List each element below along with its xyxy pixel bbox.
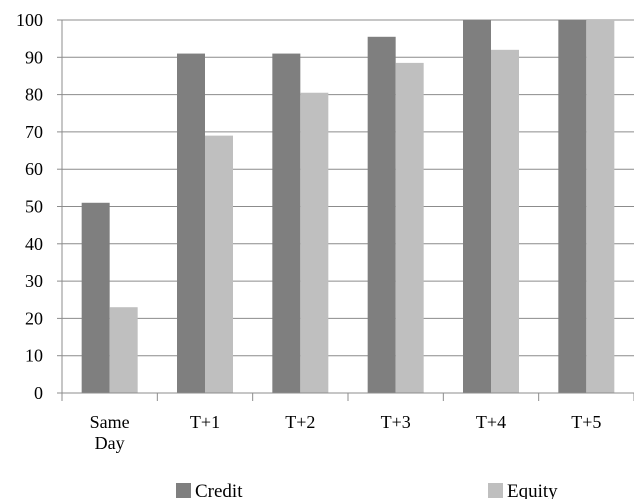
y-tick-label: 70 bbox=[25, 122, 43, 142]
bar-credit-4 bbox=[463, 20, 491, 393]
y-tick-label: 40 bbox=[25, 234, 43, 254]
y-tick-label: 90 bbox=[25, 47, 43, 67]
bar-credit-5 bbox=[558, 20, 587, 393]
y-tick-label: 0 bbox=[34, 383, 43, 403]
y-tick-label: 100 bbox=[16, 10, 43, 30]
bar-credit-2 bbox=[272, 53, 301, 393]
y-tick-label: 50 bbox=[25, 197, 43, 217]
bar-credit-3 bbox=[367, 36, 396, 393]
legend-label-equity: Equity bbox=[507, 481, 558, 499]
bars bbox=[81, 20, 615, 394]
y-axis-tick-labels: 0 10 20 30 40 50 60 70 80 90 100 bbox=[16, 10, 43, 403]
y-tick-label: 30 bbox=[25, 271, 43, 291]
y-tick-label: 60 bbox=[25, 159, 43, 179]
x-tick-label: T+4 bbox=[476, 412, 506, 432]
bar-equity-5 bbox=[586, 20, 615, 393]
bar-equity-3 bbox=[395, 62, 424, 394]
legend-swatch-equity bbox=[488, 483, 503, 498]
x-tick-label: T+3 bbox=[381, 412, 411, 432]
y-tick-label: 20 bbox=[25, 308, 43, 328]
bar-equity-2 bbox=[300, 92, 329, 394]
x-axis-tick-labels: Same Day T+1 T+2 T+3 T+4 T+5 bbox=[90, 412, 602, 453]
bar-equity-1 bbox=[205, 135, 233, 393]
bar-equity-0 bbox=[109, 307, 138, 393]
legend-label-credit: Credit bbox=[195, 481, 243, 499]
x-tick-label: T+1 bbox=[190, 412, 220, 432]
y-tick-label: 10 bbox=[25, 346, 43, 366]
gridlines bbox=[62, 19, 634, 357]
bar-credit-0 bbox=[81, 202, 110, 393]
x-tick-label: Same Day bbox=[90, 412, 130, 453]
bar-credit-1 bbox=[177, 53, 205, 393]
x-tick-label: T+2 bbox=[285, 412, 315, 432]
legend: Credit Equity bbox=[176, 481, 558, 502]
legend-swatch-credit bbox=[176, 483, 191, 498]
bar-equity-4 bbox=[491, 49, 519, 394]
y-tick-label: 80 bbox=[25, 85, 43, 105]
axes bbox=[57, 19, 634, 401]
x-tick-label: T+5 bbox=[571, 412, 601, 432]
